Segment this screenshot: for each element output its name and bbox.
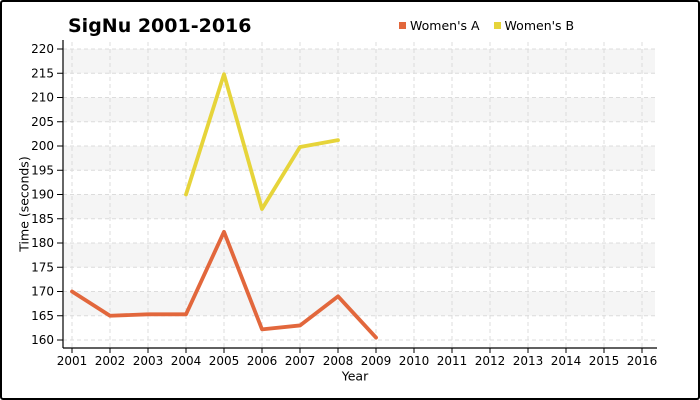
legend-swatch-womens-a-icon (399, 22, 406, 29)
x-tick-label: 2006 (247, 354, 278, 368)
x-tick-label: 2007 (285, 354, 316, 368)
legend-item-womens-b: Women's B (493, 18, 575, 33)
x-tick-label: 2005 (209, 354, 240, 368)
plot-band (63, 243, 655, 268)
x-tick-label: 2008 (323, 354, 354, 368)
y-tick-label: 185 (31, 212, 54, 226)
x-tick-label: 2012 (475, 354, 506, 368)
y-axis-title: Time (seconds) (16, 156, 32, 252)
x-tick-label: 2011 (437, 354, 468, 368)
y-tick-label: 195 (31, 163, 54, 177)
x-tick-label: 2002 (95, 354, 126, 368)
plot-band (63, 146, 655, 171)
x-tick-label: 2003 (133, 354, 164, 368)
plot-band (63, 49, 655, 74)
x-axis-title: Year (341, 368, 369, 384)
y-tick-label: 210 (31, 91, 54, 105)
y-tick-label: 205 (31, 115, 54, 129)
legend-item-womens-a: Women's A (399, 18, 480, 33)
y-tick-label: 165 (31, 309, 54, 323)
legend: Women's A Women's B (399, 18, 574, 33)
plot-band (63, 291, 655, 316)
x-tick-label: 2016 (627, 354, 658, 368)
plot-band (63, 97, 655, 122)
x-tick-label: 2015 (589, 354, 620, 368)
plot-band (63, 194, 655, 219)
x-tick-label: 2004 (171, 354, 202, 368)
legend-swatch-womens-b-icon (493, 22, 501, 29)
legend-label-womens-b: Women's B (504, 18, 575, 33)
x-tick-label: 2014 (551, 354, 582, 368)
x-tick-label: 2010 (399, 354, 430, 368)
y-tick-label: 175 (31, 260, 54, 274)
y-tick-label: 170 (31, 285, 54, 299)
y-tick-label: 160 (31, 333, 54, 347)
chart-title: SigNu 2001-2016 (68, 15, 252, 37)
series-line-women-s-a (70, 229, 378, 340)
y-tick-label: 190 (31, 188, 54, 202)
x-tick-label: 2009 (361, 354, 392, 368)
x-tick-label: 2013 (513, 354, 544, 368)
legend-label-womens-a: Women's A (410, 18, 480, 33)
y-tick-label: 200 (31, 139, 54, 153)
y-tick-label: 180 (31, 236, 54, 250)
y-tick-label: 220 (31, 42, 54, 56)
series-line-women-s-b (184, 72, 340, 211)
y-tick-label: 215 (31, 66, 54, 80)
x-tick-label: 2001 (57, 354, 88, 368)
